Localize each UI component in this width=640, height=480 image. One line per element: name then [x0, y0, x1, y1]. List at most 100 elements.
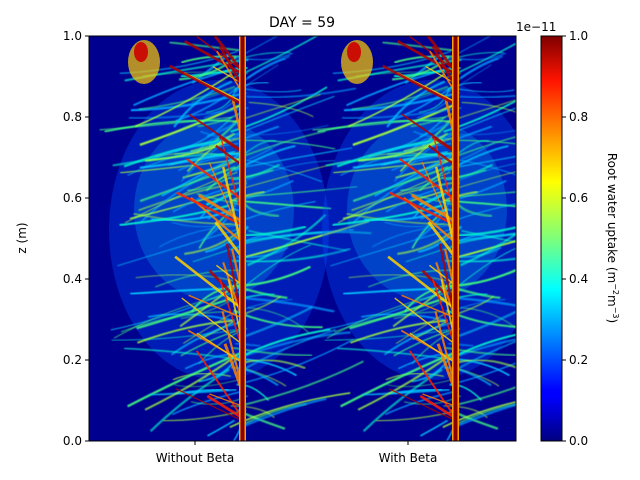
high-uptake-branch: [225, 243, 243, 315]
lateral-root: [120, 158, 246, 174]
lateral-root: [246, 87, 357, 99]
high-uptake-branch: [433, 138, 455, 212]
lateral-root: [192, 245, 241, 263]
uptake-hotspot-core: [134, 42, 148, 62]
lateral-root: [382, 41, 455, 52]
lateral-root: [457, 359, 516, 369]
lateral-root: [333, 158, 459, 174]
lateral-root: [442, 64, 492, 98]
colorbar-tick-label: 0.8: [569, 110, 588, 124]
uptake-hotspot-core: [347, 42, 361, 62]
lateral-root: [130, 91, 247, 112]
high-uptake-branch: [206, 394, 242, 419]
lateral-root: [374, 150, 460, 197]
lateral-root: [243, 139, 336, 150]
y-axis-label: z (m): [15, 222, 29, 253]
lateral-root: [362, 368, 443, 432]
high-uptake-branch: [174, 255, 242, 310]
lateral-root: [135, 274, 234, 282]
lateral-root: [457, 55, 503, 81]
high-uptake-branch: [419, 394, 455, 419]
lateral-root: [199, 189, 241, 219]
lateral-root: [169, 41, 242, 52]
lateral-root: [455, 239, 516, 259]
lateral-root: [245, 306, 313, 338]
lateral-root: [461, 101, 516, 113]
lateral-root: [403, 136, 456, 153]
high-uptake-branch: [429, 50, 455, 91]
lateral-root: [453, 403, 516, 429]
lateral-root: [405, 245, 454, 263]
lateral-root: [241, 296, 335, 313]
high-uptake-branch: [389, 191, 455, 226]
lateral-root: [453, 338, 516, 358]
plot-area: [89, 36, 516, 441]
colorbar-label: Root water uptake (m−2m−3): [605, 153, 620, 323]
lateral-root: [240, 331, 351, 358]
lateral-root: [448, 342, 474, 348]
lateral-root: [236, 339, 354, 386]
lateral-root: [461, 230, 516, 243]
lateral-root: [457, 226, 516, 237]
lateral-root: [244, 359, 306, 370]
colorbar-ticks: 0.0 0.2 0.4 0.6 0.8 1.0: [562, 29, 588, 448]
high-uptake-branch: [188, 294, 242, 318]
lateral-root: [387, 377, 458, 388]
lateral-root: [312, 116, 446, 131]
heatmap-panel-without-beta: [99, 36, 372, 441]
lateral-root: [351, 180, 460, 212]
lateral-root: [460, 232, 516, 267]
lateral-root: [133, 212, 245, 226]
lateral-root: [139, 102, 246, 146]
lateral-root: [446, 427, 455, 441]
lateral-root: [447, 82, 482, 93]
lateral-root: [233, 95, 335, 136]
lateral-root: [229, 64, 279, 98]
lateral-root: [337, 347, 450, 360]
lateral-root: [172, 373, 231, 381]
lateral-root: [175, 82, 244, 122]
lateral-root: [242, 220, 370, 259]
lateral-root: [451, 233, 516, 243]
high-uptake-branch: [427, 221, 456, 257]
lateral-root: [111, 329, 236, 341]
lateral-root: [240, 397, 327, 429]
colorbar-offset-text: 1e−11: [516, 20, 556, 34]
lateral-root: [455, 232, 516, 245]
high-uptake-branch: [169, 64, 242, 105]
high-uptake-branch: [214, 221, 243, 257]
panel-label-without-beta: Without Beta: [156, 451, 234, 465]
lateral-root: [455, 171, 516, 189]
lateral-root: [244, 55, 290, 81]
lateral-root: [455, 139, 490, 157]
high-uptake-branch: [426, 36, 456, 71]
high-uptake-branch: [221, 166, 243, 245]
lateral-root: [399, 132, 448, 173]
heatmap-panel-with-beta: [312, 36, 516, 441]
high-uptake-branch: [388, 388, 455, 421]
lateral-root: [450, 191, 516, 198]
y-tick-label: 0.8: [63, 110, 82, 124]
lateral-root: [386, 80, 446, 128]
lateral-root: [247, 307, 310, 333]
colorbar: [540, 35, 563, 442]
lateral-root: [184, 353, 236, 370]
y-ticks: 0.0 0.2 0.4 0.6 0.8 1.0: [63, 29, 89, 448]
high-uptake-branch: [216, 50, 242, 91]
lateral-root: [144, 354, 238, 411]
y-tick-label: 0.6: [63, 191, 82, 205]
lateral-root: [243, 360, 364, 406]
high-uptake-branch: [220, 138, 242, 212]
lateral-root: [233, 427, 242, 441]
lateral-root: [454, 296, 516, 307]
lateral-root: [99, 116, 233, 131]
high-uptake-branch: [175, 388, 242, 421]
high-uptake-branch: [431, 45, 456, 85]
high-uptake-branch: [223, 343, 243, 389]
high-uptake-branch: [434, 166, 456, 245]
lateral-root: [459, 94, 516, 99]
lateral-root: [155, 269, 242, 288]
y-tick-label: 1.0: [63, 29, 82, 43]
high-uptake-branch: [181, 297, 242, 344]
lateral-root: [130, 287, 241, 295]
